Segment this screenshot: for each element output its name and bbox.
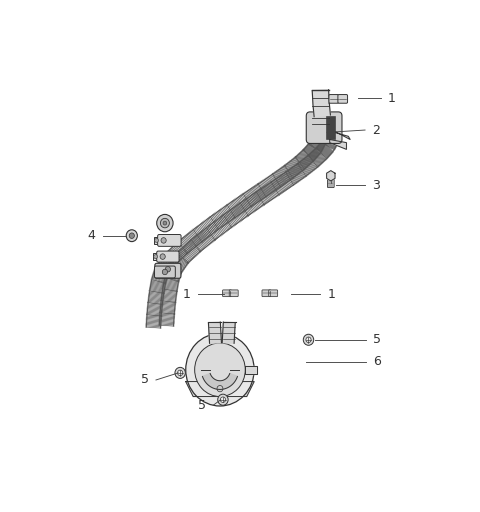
Circle shape [154, 254, 157, 259]
Text: 6: 6 [373, 355, 381, 368]
Bar [326, 116, 335, 139]
Circle shape [195, 343, 245, 396]
Text: 2: 2 [372, 123, 380, 137]
FancyBboxPatch shape [223, 290, 231, 296]
Circle shape [175, 368, 185, 378]
Polygon shape [326, 170, 335, 181]
Polygon shape [186, 381, 254, 396]
Polygon shape [222, 322, 235, 343]
Polygon shape [146, 269, 168, 328]
FancyBboxPatch shape [229, 290, 238, 296]
Polygon shape [208, 322, 221, 343]
FancyBboxPatch shape [329, 95, 338, 103]
FancyBboxPatch shape [156, 251, 179, 262]
FancyBboxPatch shape [306, 112, 342, 143]
Text: 5: 5 [373, 333, 381, 346]
Polygon shape [169, 129, 340, 274]
Circle shape [160, 254, 165, 260]
Circle shape [129, 233, 134, 239]
Polygon shape [312, 90, 330, 117]
Polygon shape [154, 237, 159, 244]
FancyBboxPatch shape [269, 290, 277, 296]
Text: 4: 4 [87, 229, 96, 242]
Polygon shape [159, 267, 181, 326]
Text: 3: 3 [372, 179, 380, 191]
Circle shape [217, 386, 223, 392]
Polygon shape [332, 132, 350, 139]
Polygon shape [153, 253, 158, 260]
FancyBboxPatch shape [338, 95, 348, 103]
Circle shape [156, 215, 173, 232]
Circle shape [161, 238, 166, 243]
Circle shape [303, 334, 314, 345]
Circle shape [186, 333, 254, 406]
Polygon shape [245, 366, 257, 374]
Circle shape [220, 397, 226, 402]
FancyBboxPatch shape [155, 266, 175, 278]
Circle shape [155, 239, 158, 242]
Text: 5: 5 [141, 373, 148, 387]
FancyBboxPatch shape [157, 234, 181, 246]
Circle shape [160, 218, 169, 228]
FancyBboxPatch shape [155, 263, 181, 279]
Text: 5: 5 [198, 399, 206, 412]
Circle shape [126, 230, 137, 242]
Text: 1: 1 [328, 288, 336, 301]
Circle shape [165, 266, 170, 272]
Circle shape [306, 337, 311, 343]
FancyBboxPatch shape [262, 290, 271, 296]
Circle shape [178, 370, 183, 376]
Polygon shape [156, 131, 327, 276]
Polygon shape [330, 139, 347, 150]
FancyBboxPatch shape [327, 179, 334, 187]
Circle shape [163, 221, 167, 225]
Circle shape [162, 269, 168, 275]
Circle shape [218, 394, 228, 405]
Polygon shape [203, 374, 238, 390]
Text: 1: 1 [182, 288, 190, 301]
Text: 1: 1 [388, 92, 396, 105]
